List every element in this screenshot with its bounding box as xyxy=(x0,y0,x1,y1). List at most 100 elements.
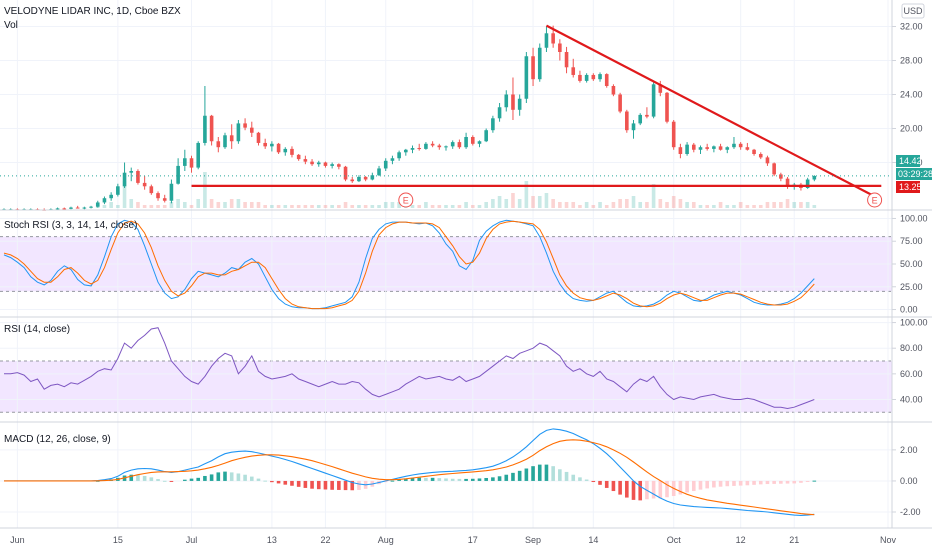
histogram-bar xyxy=(136,475,140,481)
rsi-label: RSI (14, close) xyxy=(4,324,70,335)
candle-body xyxy=(745,147,750,150)
volume-bar xyxy=(511,193,515,208)
candle-body xyxy=(571,67,576,75)
volume-bar xyxy=(477,205,482,208)
last-price-text: 14.42 xyxy=(899,156,922,166)
histogram-bar xyxy=(149,477,154,481)
histogram-bar xyxy=(450,478,455,481)
candle-body xyxy=(618,94,622,112)
candle-body xyxy=(249,127,254,133)
candle-body xyxy=(223,135,227,148)
histogram-bar xyxy=(169,480,174,482)
candle-body xyxy=(243,123,247,128)
volume-bar xyxy=(558,202,562,208)
candle-body xyxy=(95,202,100,207)
price-tick-label: 100.00 xyxy=(900,318,928,328)
candle-body xyxy=(785,178,790,186)
candle-body xyxy=(55,208,60,210)
histogram-bar xyxy=(691,480,696,492)
currency-button[interactable]: USD xyxy=(901,3,925,19)
histogram-bar xyxy=(651,480,656,499)
histogram-bar xyxy=(189,478,194,481)
candle-body xyxy=(611,86,616,95)
volume-bar xyxy=(712,205,716,208)
volume-bar xyxy=(792,202,797,208)
candle-body xyxy=(216,141,221,148)
volume-bar xyxy=(283,205,288,208)
volume-bar xyxy=(470,205,475,208)
histogram-bar xyxy=(229,472,234,481)
candle-body xyxy=(718,146,723,150)
histogram-bar xyxy=(484,477,488,481)
volume-bar xyxy=(263,205,267,208)
histogram-bar xyxy=(310,480,314,489)
volume-bar xyxy=(698,205,703,208)
candle-body xyxy=(470,137,475,144)
volume-bar xyxy=(584,202,589,208)
histogram-bar xyxy=(183,479,187,481)
price-tick-label: 80.00 xyxy=(900,343,923,353)
time-tick-label: Jul xyxy=(186,535,198,545)
histogram-bar xyxy=(444,478,448,481)
candle-body xyxy=(517,98,522,110)
candle-body xyxy=(363,176,368,180)
price-tick-label: 75.00 xyxy=(900,236,923,246)
histogram-bar xyxy=(337,480,341,490)
volume-bar xyxy=(805,202,810,208)
histogram-bar xyxy=(249,476,254,481)
candle-body xyxy=(437,145,442,148)
candle-body xyxy=(712,146,716,149)
candle-body xyxy=(625,111,629,131)
volume-bar xyxy=(598,202,602,208)
candle-body xyxy=(189,158,194,168)
earnings-marker xyxy=(398,192,414,208)
candle-body xyxy=(142,182,147,187)
support-price-text: 13.25 xyxy=(899,182,922,192)
candle-body xyxy=(584,74,589,81)
histogram-bar xyxy=(604,480,609,488)
volume-bar xyxy=(618,199,622,208)
signal-line xyxy=(4,439,815,516)
symbol-title: VELODYNE LIDAR INC, 1D, Cboe BZX xyxy=(4,6,181,17)
countdown-text: 03:29:28 xyxy=(898,169,932,179)
volume-bar xyxy=(296,205,301,208)
candle-body xyxy=(645,114,649,117)
volume-bar xyxy=(149,205,154,208)
volume-bar xyxy=(216,202,221,208)
volume-bar xyxy=(223,202,227,208)
histogram-bar xyxy=(792,480,797,484)
candle-body xyxy=(665,92,669,122)
rsi-band xyxy=(0,361,892,413)
histogram-bar xyxy=(404,478,408,481)
candle-body xyxy=(404,149,408,153)
candle-body xyxy=(209,115,214,142)
time-tick-label: 22 xyxy=(320,535,330,545)
histogram-bar xyxy=(323,480,328,490)
histogram-bar xyxy=(383,480,388,483)
volume-bar xyxy=(243,202,247,208)
histogram-bar xyxy=(457,478,462,481)
histogram-bar xyxy=(156,479,160,481)
histogram-bar xyxy=(390,480,395,482)
histogram-bar xyxy=(718,480,723,487)
histogram-bar xyxy=(524,468,529,481)
volume-bar xyxy=(812,205,817,208)
volume-bar xyxy=(578,205,582,208)
histogram-bar xyxy=(511,472,515,481)
stoch-rsi-label: Stoch RSI (3, 3, 14, 14, close) xyxy=(4,220,137,231)
volume-bar xyxy=(276,205,281,208)
histogram-bar xyxy=(343,480,348,491)
histogram-bar xyxy=(591,480,596,483)
histogram-bar xyxy=(437,478,442,481)
candle-body xyxy=(270,143,274,147)
volume-bar xyxy=(524,181,529,208)
histogram-bar xyxy=(584,479,589,481)
histogram-bar xyxy=(209,474,214,481)
volume-bar xyxy=(517,199,522,208)
candle-body xyxy=(464,137,468,148)
candle-body xyxy=(303,159,308,162)
candle-body xyxy=(397,152,401,159)
candle-body xyxy=(263,142,267,147)
volume-bar xyxy=(611,202,616,208)
candle-body xyxy=(604,74,609,86)
